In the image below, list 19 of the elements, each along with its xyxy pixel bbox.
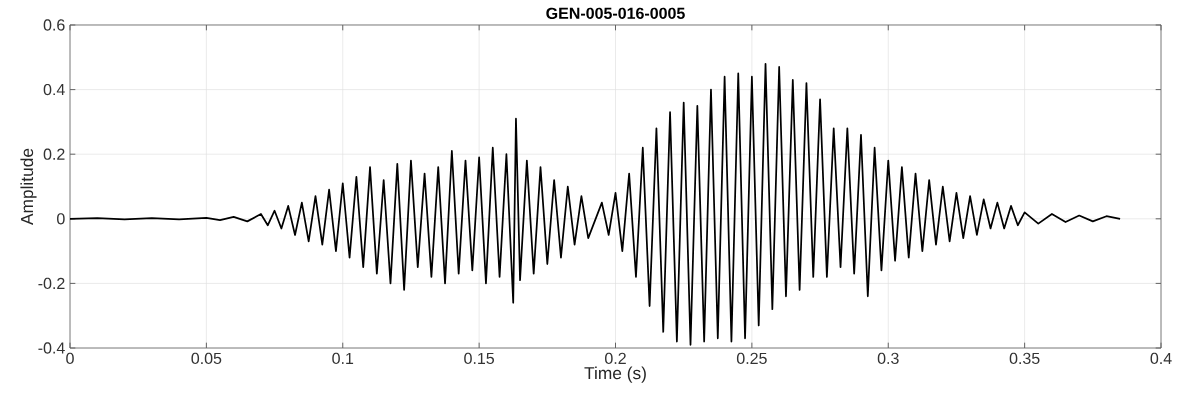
y-tick-label: 0 [57, 213, 65, 225]
x-tick-label: 0.15 [464, 352, 495, 365]
x-tick-label: 0.4 [1150, 352, 1172, 365]
chart-title: GEN-005-016-0005 [546, 7, 685, 19]
y-tick-label: 0.6 [43, 19, 65, 31]
line-series [70, 62, 1121, 346]
y-tick-label: 0.2 [43, 148, 65, 160]
y-tick-label: 0.4 [43, 83, 65, 96]
x-axis-title: Time (s) [584, 366, 646, 383]
x-tick-label: 0.3 [877, 352, 899, 365]
y-tick-label: -0.2 [38, 277, 65, 290]
x-tick-label: 0 [66, 352, 74, 365]
x-tick-label: 0.2 [605, 352, 626, 365]
x-tick-label: 0.35 [1009, 352, 1040, 365]
x-tick-label: 0.05 [191, 352, 222, 365]
y-axis-title: Amplitude [20, 148, 37, 225]
x-tick-label: 0.1 [332, 352, 354, 365]
y-tick-label: -0.4 [38, 342, 65, 354]
x-tick-label: 0.25 [736, 352, 767, 365]
